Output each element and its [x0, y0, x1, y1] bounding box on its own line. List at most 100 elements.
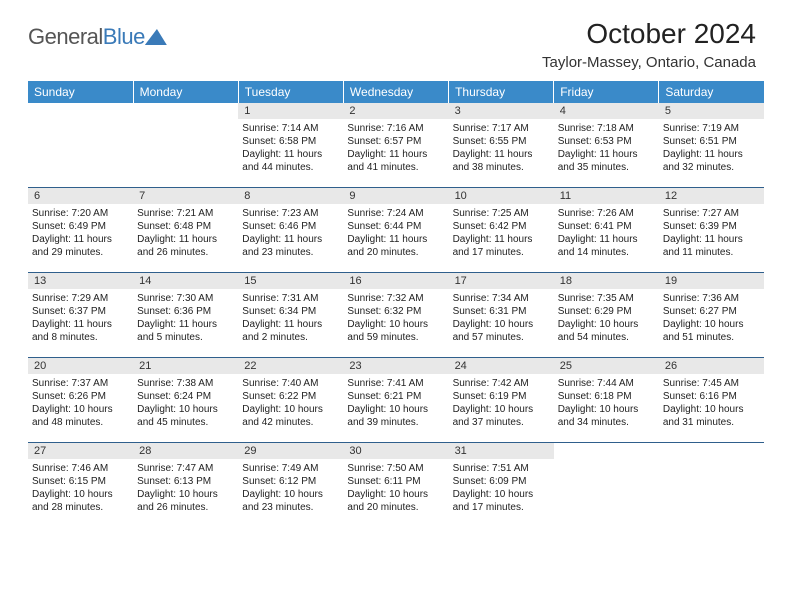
day-content: Sunrise: 7:30 AMSunset: 6:36 PMDaylight:… [133, 289, 238, 348]
calendar-day-cell: 9Sunrise: 7:24 AMSunset: 6:44 PMDaylight… [343, 188, 448, 273]
day-content: Sunrise: 7:37 AMSunset: 6:26 PMDaylight:… [28, 374, 133, 433]
calendar-day-cell: 19Sunrise: 7:36 AMSunset: 6:27 PMDayligh… [659, 273, 764, 358]
sunset-text: Sunset: 6:19 PM [453, 390, 550, 403]
daylight-text: Daylight: 11 hours and 26 minutes. [137, 233, 234, 259]
day-number: 30 [343, 443, 448, 459]
day-content: Sunrise: 7:26 AMSunset: 6:41 PMDaylight:… [554, 204, 659, 263]
daylight-text: Daylight: 11 hours and 11 minutes. [663, 233, 760, 259]
daylight-text: Daylight: 10 hours and 20 minutes. [347, 488, 444, 514]
weekday-header: Tuesday [238, 81, 343, 103]
day-content: Sunrise: 7:40 AMSunset: 6:22 PMDaylight:… [238, 374, 343, 433]
day-content: Sunrise: 7:42 AMSunset: 6:19 PMDaylight:… [449, 374, 554, 433]
calendar-day-cell: 11Sunrise: 7:26 AMSunset: 6:41 PMDayligh… [554, 188, 659, 273]
day-number: 18 [554, 273, 659, 289]
sunrise-text: Sunrise: 7:37 AM [32, 377, 129, 390]
calendar-day-cell: 2Sunrise: 7:16 AMSunset: 6:57 PMDaylight… [343, 103, 448, 188]
day-number: 11 [554, 188, 659, 204]
sunrise-text: Sunrise: 7:35 AM [558, 292, 655, 305]
sunrise-text: Sunrise: 7:47 AM [137, 462, 234, 475]
title-block: October 2024 Taylor-Massey, Ontario, Can… [542, 18, 764, 71]
sunset-text: Sunset: 6:55 PM [453, 135, 550, 148]
sunrise-text: Sunrise: 7:32 AM [347, 292, 444, 305]
day-content: Sunrise: 7:25 AMSunset: 6:42 PMDaylight:… [449, 204, 554, 263]
calendar-day-cell [659, 443, 764, 528]
sunset-text: Sunset: 6:09 PM [453, 475, 550, 488]
sunrise-text: Sunrise: 7:42 AM [453, 377, 550, 390]
calendar-day-cell: 15Sunrise: 7:31 AMSunset: 6:34 PMDayligh… [238, 273, 343, 358]
sunset-text: Sunset: 6:58 PM [242, 135, 339, 148]
sunrise-text: Sunrise: 7:19 AM [663, 122, 760, 135]
calendar-day-cell: 24Sunrise: 7:42 AMSunset: 6:19 PMDayligh… [449, 358, 554, 443]
sunset-text: Sunset: 6:31 PM [453, 305, 550, 318]
sunset-text: Sunset: 6:41 PM [558, 220, 655, 233]
day-content: Sunrise: 7:18 AMSunset: 6:53 PMDaylight:… [554, 119, 659, 178]
calendar-day-cell: 30Sunrise: 7:50 AMSunset: 6:11 PMDayligh… [343, 443, 448, 528]
calendar-day-cell: 16Sunrise: 7:32 AMSunset: 6:32 PMDayligh… [343, 273, 448, 358]
day-number: 8 [238, 188, 343, 204]
brand-text-1: General [28, 24, 103, 49]
sunset-text: Sunset: 6:13 PM [137, 475, 234, 488]
day-content: Sunrise: 7:17 AMSunset: 6:55 PMDaylight:… [449, 119, 554, 178]
calendar-day-cell: 6Sunrise: 7:20 AMSunset: 6:49 PMDaylight… [28, 188, 133, 273]
calendar-header-row: SundayMondayTuesdayWednesdayThursdayFrid… [28, 81, 764, 103]
sunrise-text: Sunrise: 7:17 AM [453, 122, 550, 135]
brand-text: GeneralBlue [28, 24, 145, 50]
day-content: Sunrise: 7:50 AMSunset: 6:11 PMDaylight:… [343, 459, 448, 518]
weekday-header: Friday [554, 81, 659, 103]
sunrise-text: Sunrise: 7:38 AM [137, 377, 234, 390]
day-content: Sunrise: 7:45 AMSunset: 6:16 PMDaylight:… [659, 374, 764, 433]
calendar-day-cell: 14Sunrise: 7:30 AMSunset: 6:36 PMDayligh… [133, 273, 238, 358]
day-content: Sunrise: 7:41 AMSunset: 6:21 PMDaylight:… [343, 374, 448, 433]
daylight-text: Daylight: 10 hours and 42 minutes. [242, 403, 339, 429]
calendar-day-cell: 26Sunrise: 7:45 AMSunset: 6:16 PMDayligh… [659, 358, 764, 443]
day-content: Sunrise: 7:36 AMSunset: 6:27 PMDaylight:… [659, 289, 764, 348]
daylight-text: Daylight: 10 hours and 37 minutes. [453, 403, 550, 429]
day-number: 13 [28, 273, 133, 289]
day-number: 15 [238, 273, 343, 289]
day-number: 29 [238, 443, 343, 459]
sunrise-text: Sunrise: 7:27 AM [663, 207, 760, 220]
calendar-day-cell: 27Sunrise: 7:46 AMSunset: 6:15 PMDayligh… [28, 443, 133, 528]
sunset-text: Sunset: 6:48 PM [137, 220, 234, 233]
daylight-text: Daylight: 11 hours and 35 minutes. [558, 148, 655, 174]
day-content: Sunrise: 7:23 AMSunset: 6:46 PMDaylight:… [238, 204, 343, 263]
day-number: 4 [554, 103, 659, 119]
day-number: 10 [449, 188, 554, 204]
calendar-day-cell: 21Sunrise: 7:38 AMSunset: 6:24 PMDayligh… [133, 358, 238, 443]
calendar-day-cell: 31Sunrise: 7:51 AMSunset: 6:09 PMDayligh… [449, 443, 554, 528]
day-number: 12 [659, 188, 764, 204]
day-number: 2 [343, 103, 448, 119]
sunset-text: Sunset: 6:44 PM [347, 220, 444, 233]
month-title: October 2024 [542, 18, 756, 50]
sunset-text: Sunset: 6:37 PM [32, 305, 129, 318]
calendar-week-row: 20Sunrise: 7:37 AMSunset: 6:26 PMDayligh… [28, 358, 764, 443]
sunset-text: Sunset: 6:32 PM [347, 305, 444, 318]
daylight-text: Daylight: 11 hours and 5 minutes. [137, 318, 234, 344]
day-content: Sunrise: 7:46 AMSunset: 6:15 PMDaylight:… [28, 459, 133, 518]
day-number: 24 [449, 358, 554, 374]
daylight-text: Daylight: 11 hours and 2 minutes. [242, 318, 339, 344]
daylight-text: Daylight: 11 hours and 44 minutes. [242, 148, 339, 174]
calendar-day-cell: 4Sunrise: 7:18 AMSunset: 6:53 PMDaylight… [554, 103, 659, 188]
daylight-text: Daylight: 11 hours and 20 minutes. [347, 233, 444, 259]
header: GeneralBlue October 2024 Taylor-Massey, … [28, 18, 764, 71]
day-number: 20 [28, 358, 133, 374]
sunset-text: Sunset: 6:12 PM [242, 475, 339, 488]
daylight-text: Daylight: 11 hours and 38 minutes. [453, 148, 550, 174]
brand-text-2: Blue [103, 24, 145, 49]
day-content: Sunrise: 7:38 AMSunset: 6:24 PMDaylight:… [133, 374, 238, 433]
sunset-text: Sunset: 6:21 PM [347, 390, 444, 403]
calendar-day-cell: 20Sunrise: 7:37 AMSunset: 6:26 PMDayligh… [28, 358, 133, 443]
day-content: Sunrise: 7:29 AMSunset: 6:37 PMDaylight:… [28, 289, 133, 348]
sunset-text: Sunset: 6:51 PM [663, 135, 760, 148]
day-content: Sunrise: 7:19 AMSunset: 6:51 PMDaylight:… [659, 119, 764, 178]
day-number: 26 [659, 358, 764, 374]
sunrise-text: Sunrise: 7:36 AM [663, 292, 760, 305]
day-content: Sunrise: 7:32 AMSunset: 6:32 PMDaylight:… [343, 289, 448, 348]
day-content: Sunrise: 7:35 AMSunset: 6:29 PMDaylight:… [554, 289, 659, 348]
daylight-text: Daylight: 11 hours and 29 minutes. [32, 233, 129, 259]
sunset-text: Sunset: 6:36 PM [137, 305, 234, 318]
day-number: 25 [554, 358, 659, 374]
calendar-day-cell: 7Sunrise: 7:21 AMSunset: 6:48 PMDaylight… [133, 188, 238, 273]
weekday-header: Saturday [659, 81, 764, 103]
